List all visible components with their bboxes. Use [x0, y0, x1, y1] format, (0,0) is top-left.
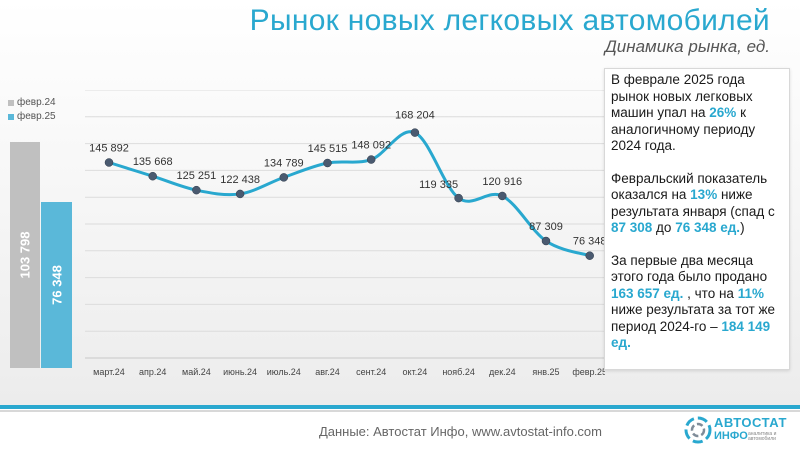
commentary-text-segment: За первые два месяца этого года было про… — [611, 252, 768, 285]
x-tick-label: март.24 — [93, 367, 125, 377]
data-label: 76 348 — [573, 236, 605, 248]
logo-tagline: аналитика и автомобили — [748, 431, 777, 442]
commentary-text-segment: В феврале 2025 года рынок новых легковых… — [611, 72, 753, 120]
legend-label: февр.24 — [17, 97, 56, 108]
data-label: 120 916 — [482, 176, 522, 188]
data-point — [410, 128, 420, 137]
commentary-text-segment: ниже результата января (спад с — [611, 187, 775, 219]
footer-divider — [0, 410, 800, 412]
line-chart: 145 892 135 668 125 251 122 438 134 789 145 5… — [85, 90, 605, 377]
data-point — [279, 173, 289, 182]
commentary-text-segment: ниже результата за тот же период 2024-го… — [611, 302, 776, 334]
commentary-text-segment: Февральский показатель оказался на — [611, 170, 768, 203]
data-point — [366, 155, 376, 164]
commentary-text-segment: к аналогичному периоду 2024 года. — [611, 105, 756, 153]
avtostat-logo: АВТОСТАТ ИНФО аналитика и автомобили — [684, 413, 796, 447]
commentary-panel — [604, 68, 790, 370]
legend-item-feb24: февр.24 — [8, 97, 56, 108]
data-point — [148, 171, 157, 181]
x-tick-label: сент.24 — [356, 367, 386, 377]
series-line — [108, 130, 591, 258]
logo-wordmark: АВТОСТАТ — [714, 415, 787, 430]
data-label: 134 789 — [264, 157, 304, 169]
x-tick-label: апр.24 — [139, 367, 166, 377]
data-label: 135 668 — [133, 156, 173, 168]
logo-wordmark-sub: ИНФО — [714, 430, 748, 442]
x-tick-label: янв.25 — [532, 367, 559, 377]
highlight-text: 76 348 ед. — [675, 220, 741, 235]
bar-value-label: 76 348 — [49, 265, 64, 305]
legend-swatch — [8, 113, 14, 120]
highlight-text: 26% — [709, 105, 737, 120]
data-point — [585, 251, 594, 260]
x-tick-label: авг.24 — [315, 367, 339, 377]
legend-label: февр.25 — [17, 111, 56, 122]
data-label: 122 438 — [220, 174, 260, 186]
bar-value-label: 103 798 — [17, 231, 33, 279]
data-label: 145 892 — [89, 143, 129, 155]
data-point — [235, 189, 245, 199]
commentary-text-segment: , что на — [683, 285, 738, 301]
data-point — [192, 185, 201, 195]
data-point — [104, 158, 114, 167]
highlight-text: 11% — [737, 285, 764, 301]
chart-subtitle: Динамика рынка, ед. — [604, 37, 770, 56]
highlight-text: 184 149 ед. — [611, 318, 771, 351]
data-label: 145 515 — [308, 143, 348, 155]
highlight-text: 163 657 ед. — [611, 285, 684, 301]
legend-swatch — [8, 99, 14, 106]
page-title: Рынок новых легковых автомобилей — [249, 4, 770, 37]
footer-accent-line — [0, 405, 800, 409]
legend-item-feb25: февр.25 — [8, 111, 56, 122]
x-tick-label: май.24 — [182, 367, 211, 377]
comparison-bar-feb24: 103 798 — [10, 142, 40, 368]
comparison-bar-feb25: 76 348 — [41, 202, 72, 368]
x-tick-label: нояб.24 — [442, 367, 475, 377]
data-label: 125 251 — [177, 170, 217, 182]
logo-mark-icon — [684, 416, 712, 444]
data-point — [454, 193, 463, 203]
data-point — [541, 236, 551, 246]
x-tick-label: окт.24 — [403, 367, 428, 377]
data-label: 87 309 — [529, 221, 563, 233]
data-label: 148 092 — [351, 140, 391, 152]
data-point — [498, 191, 507, 201]
highlight-text: 13% — [690, 187, 718, 202]
highlight-text: 87 308 — [611, 220, 653, 235]
x-tick-label: февр.25 — [572, 367, 605, 377]
commentary-paragraph-1: В феврале 2025 года рынок новых легковых… — [611, 72, 783, 155]
x-tick-label: июль.24 — [267, 367, 301, 377]
data-label: 119 335 — [419, 179, 458, 191]
commentary-text-segment: до — [652, 220, 676, 235]
x-tick-label: июнь.24 — [223, 367, 257, 377]
data-source: Данные: Автостат Инфо, www.avtostat-info… — [318, 424, 602, 439]
commentary-text-segment: ) — [740, 220, 745, 235]
footer — [0, 412, 800, 450]
commentary-text: В феврале 2025 года рынок новых легковых… — [611, 72, 783, 368]
data-label: 168 204 — [395, 110, 435, 122]
commentary-paragraph-2: Февральский показатель оказался на 13% н… — [611, 171, 783, 237]
commentary-paragraph-3: За первые два месяца этого года было про… — [611, 253, 783, 352]
x-tick-label: дек.24 — [489, 367, 516, 377]
data-point — [323, 158, 332, 168]
